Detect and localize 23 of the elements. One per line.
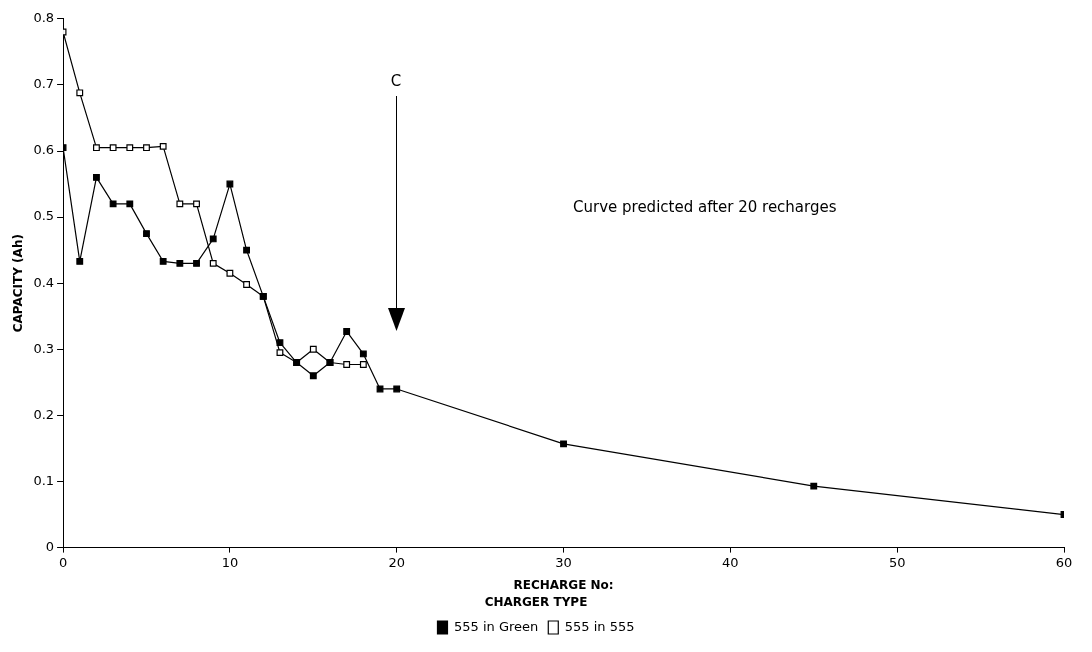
y-tick-label: 0 bbox=[45, 538, 55, 554]
legend-label: 555 in 555 bbox=[564, 618, 635, 634]
legend-title: CHARGER TYPE bbox=[484, 594, 588, 609]
y-tick-label: 0.6 bbox=[33, 142, 55, 158]
y-tick-label: 0.5 bbox=[33, 208, 55, 224]
x-tick-label: 20 bbox=[388, 554, 405, 570]
annotation: Curve predicted after 20 recharges bbox=[573, 198, 837, 216]
y-axis-title: CAPACITY (Ah) bbox=[11, 234, 26, 333]
x-tick-label: 30 bbox=[555, 554, 572, 570]
y-tick-label: 0.3 bbox=[33, 340, 55, 356]
x-tick-label: 60 bbox=[1055, 554, 1073, 570]
x-tick-label: 50 bbox=[888, 554, 906, 570]
y-tick-label: 0.4 bbox=[33, 274, 55, 290]
x-tick-label: 40 bbox=[722, 554, 739, 570]
y-tick-label: 0.2 bbox=[33, 406, 55, 422]
y-tick-label: 0.1 bbox=[33, 472, 55, 488]
y-tick-label: 0.8 bbox=[33, 10, 55, 26]
legend-label: 555 in Green bbox=[453, 618, 539, 634]
x-tick-label: 0 bbox=[58, 554, 68, 570]
x-axis-title: RECHARGE No: bbox=[513, 577, 614, 592]
x-tick-label: 10 bbox=[221, 554, 239, 570]
annotation: C bbox=[389, 72, 403, 90]
y-tick-label: 0.7 bbox=[33, 76, 55, 92]
